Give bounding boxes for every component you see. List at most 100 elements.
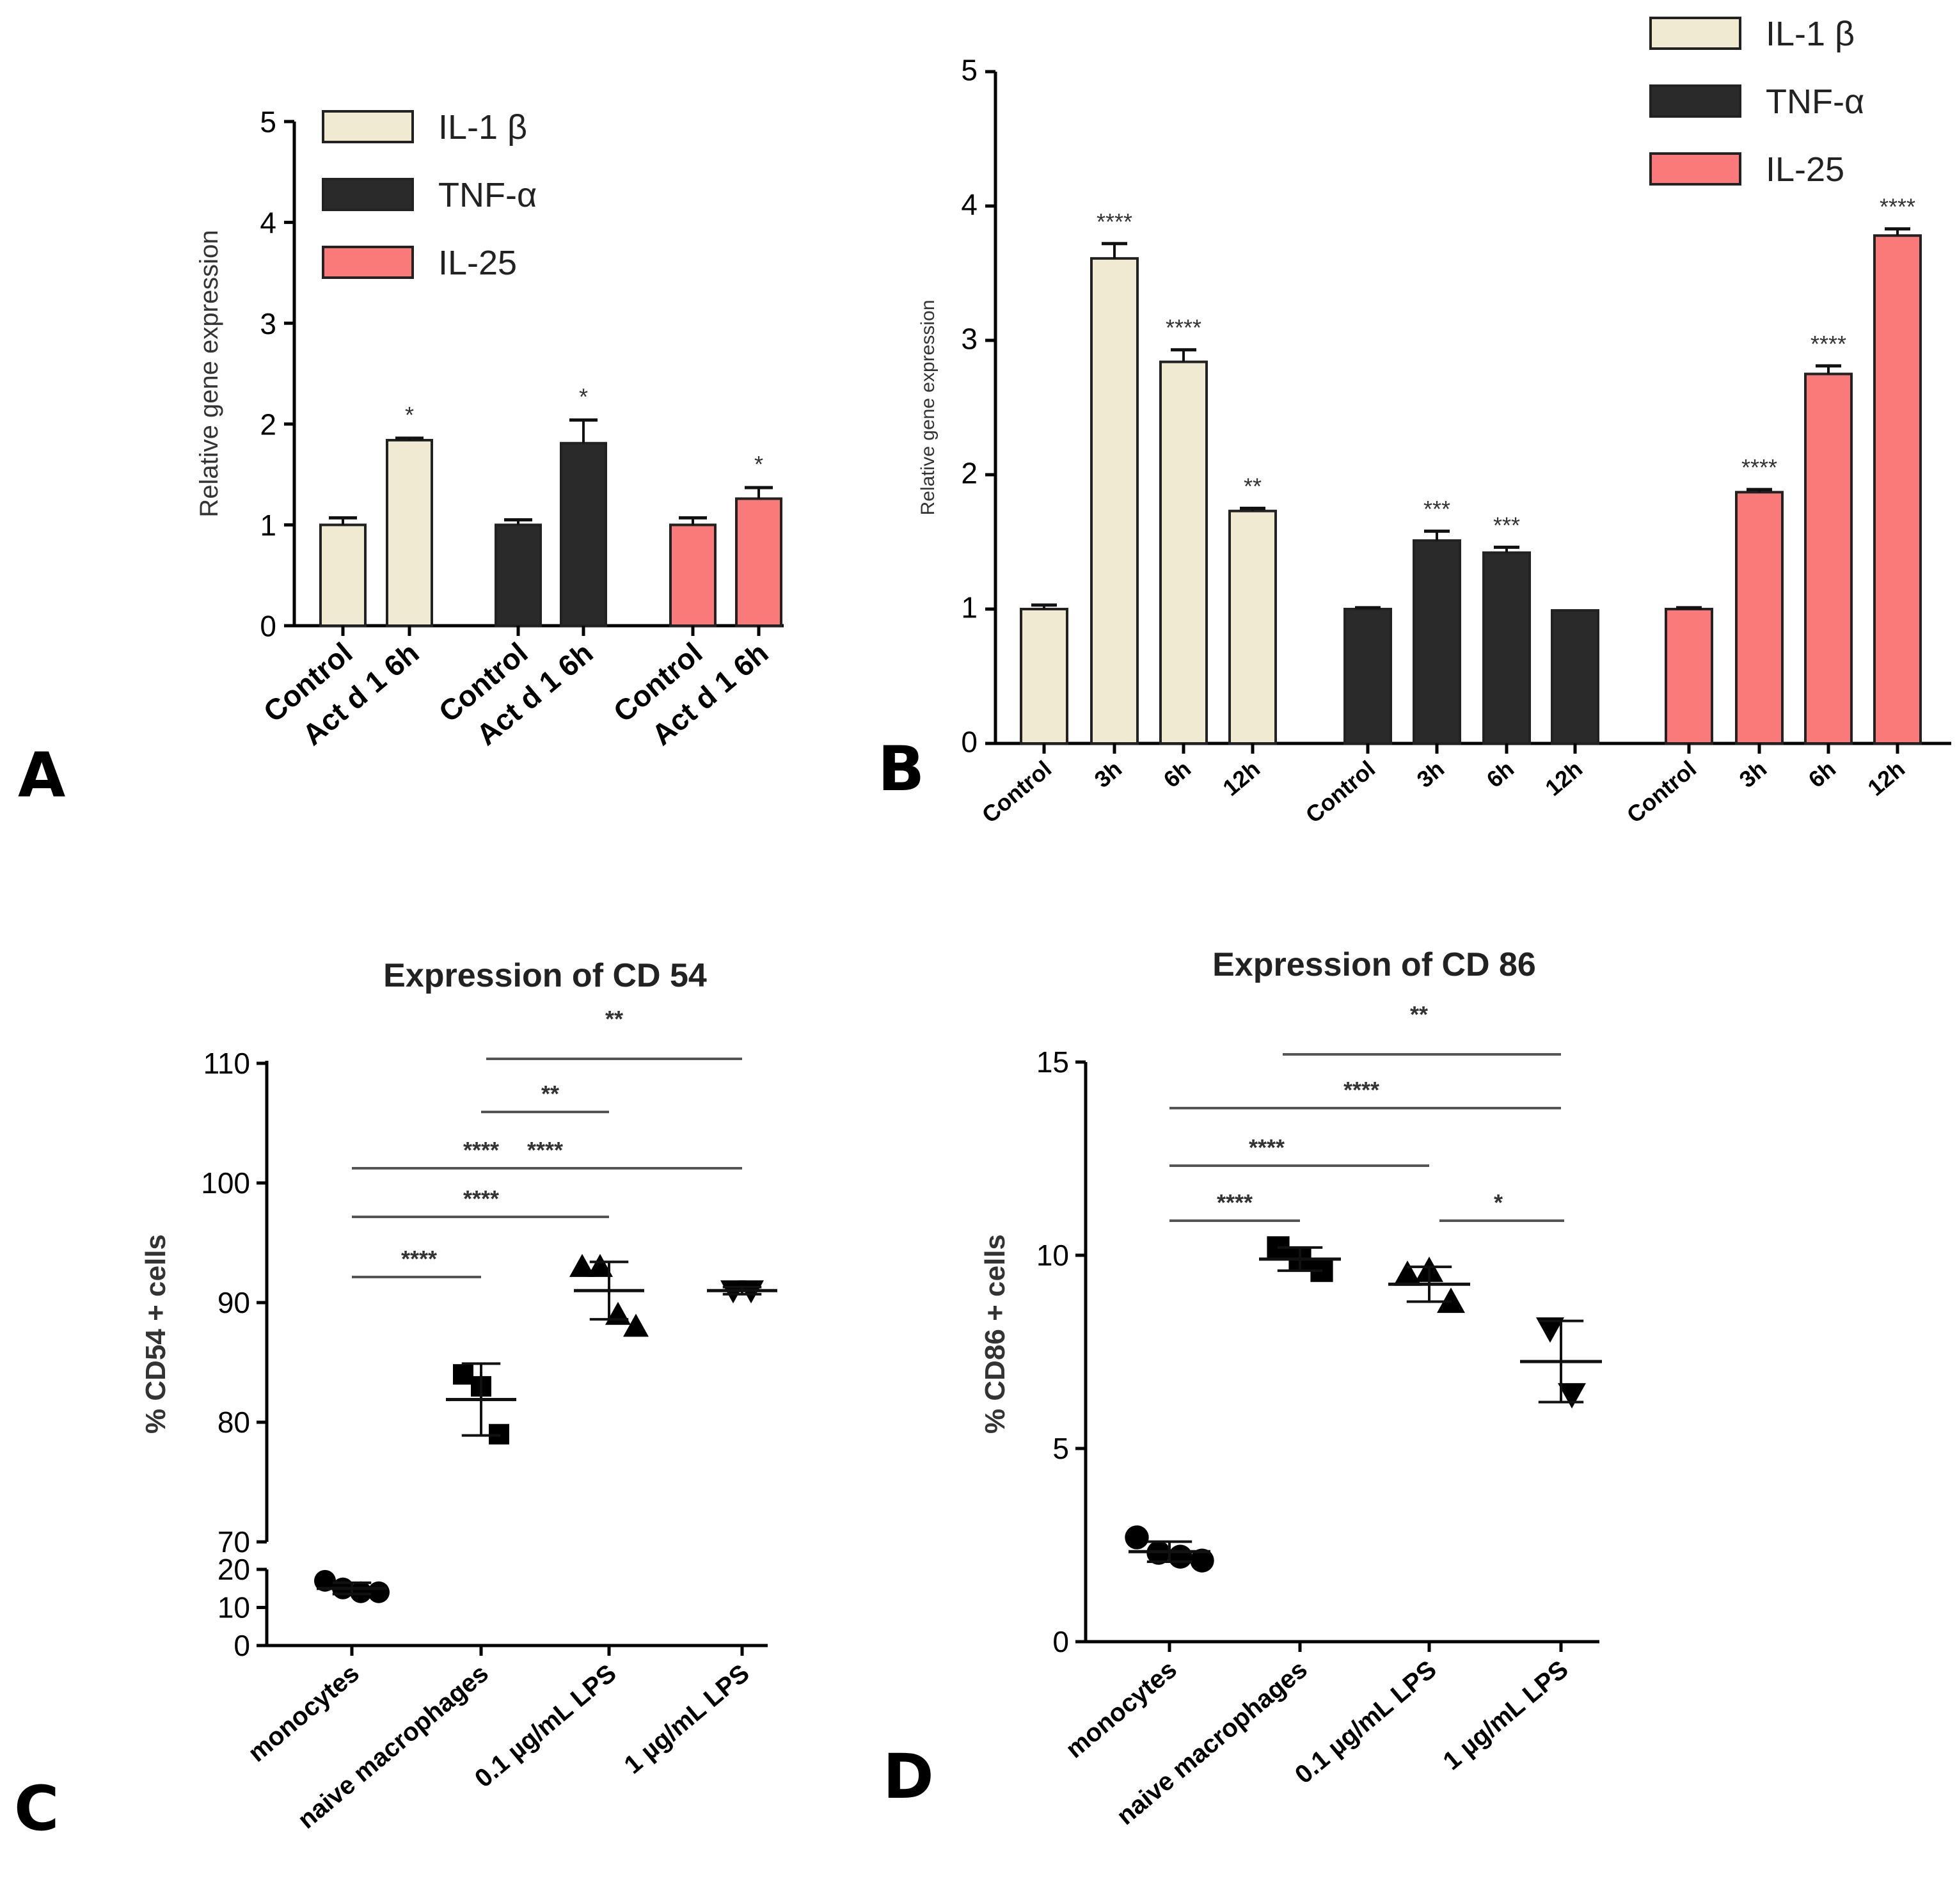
bar — [1159, 360, 1208, 745]
y-tick-label: 3 — [260, 307, 276, 340]
y-tick-label: 0 — [234, 1629, 250, 1662]
x-tick-label: 3h — [1734, 756, 1772, 793]
y-tick-label: 1 — [961, 591, 978, 624]
bar — [319, 523, 367, 628]
panel-label-d: D — [883, 1741, 934, 1813]
bar — [669, 523, 717, 628]
data-point-circle — [1125, 1525, 1149, 1550]
legend-swatch — [322, 178, 414, 211]
x-tick-label: 1 µg/mL LPS — [1438, 1655, 1574, 1775]
x-tick-label: 1 µg/mL LPS — [619, 1659, 755, 1779]
y-tick-label: 1 — [260, 509, 276, 542]
y-axis-label: Relative gene expression — [195, 230, 223, 517]
legend-label: IL-25 — [438, 244, 517, 282]
y-tick-label: 10 — [218, 1591, 250, 1624]
data-point-triangle-up — [587, 1253, 613, 1277]
y-tick-label: 10 — [1036, 1239, 1069, 1272]
data-point-triangle-up — [1437, 1287, 1465, 1313]
x-tick-label: 6h — [1482, 756, 1519, 793]
significance-label: ** — [1410, 1001, 1428, 1027]
significance-label: ** — [1244, 473, 1262, 500]
bar — [1413, 539, 1461, 745]
y-tick-label: 20 — [218, 1553, 250, 1586]
legend-swatch — [322, 246, 414, 279]
panel-label-b: B — [878, 733, 924, 805]
x-tick-label: 6h — [1159, 756, 1196, 793]
x-tick-label: monocytes — [243, 1659, 365, 1767]
x-tick-label: Control — [1301, 756, 1380, 829]
panel-d-scatter-chart: Expression of CD 86 0 5 10 15 % CD86 + cells m… — [979, 946, 1602, 1830]
panel-label-a: A — [18, 740, 65, 811]
legend-swatch — [1649, 152, 1741, 186]
bar — [1020, 608, 1068, 745]
significance-label: ** — [541, 1081, 559, 1107]
chart-title: Expression of CD 54 — [383, 957, 707, 994]
y-tick-label: 2 — [961, 457, 978, 490]
x-tick-label: 12h — [1217, 756, 1265, 801]
bar — [1873, 234, 1922, 745]
y-tick-label: 70 — [218, 1525, 250, 1559]
significance-label: ** — [605, 1006, 623, 1032]
y-tick-label: 90 — [218, 1286, 250, 1319]
legend-swatch — [1649, 17, 1741, 50]
significance-label: **** — [1343, 1077, 1379, 1103]
x-tick-label: Control — [1622, 756, 1701, 829]
significance-label: **** — [1249, 1134, 1285, 1161]
legend-label: TNF-α — [1766, 83, 1864, 121]
bar — [560, 441, 607, 628]
y-tick-label: 5 — [260, 106, 276, 139]
y-tick-label: 2 — [260, 408, 276, 441]
y-axis-label: % CD54 + cells — [140, 1234, 171, 1434]
x-tick-label: Control — [977, 756, 1056, 829]
y-tick-label: 100 — [201, 1166, 250, 1200]
bar — [1228, 509, 1277, 745]
y-tick-label: 80 — [218, 1406, 250, 1439]
panel-label-c: C — [14, 1773, 59, 1844]
significance-label: **** — [527, 1137, 563, 1163]
y-axis-label: % CD86 + cells — [979, 1234, 1011, 1434]
significance-label: * — [405, 402, 414, 428]
significance-label: *** — [1493, 512, 1520, 538]
significance-label: * — [754, 451, 763, 477]
bar — [735, 497, 782, 628]
legend-label: IL-25 — [1766, 150, 1844, 189]
y-tick-label: 0 — [260, 610, 276, 643]
x-tick-label: 3h — [1089, 756, 1127, 793]
legend-swatch — [322, 110, 414, 143]
data-point-circle — [368, 1581, 390, 1603]
bar — [1665, 608, 1713, 745]
bar — [1804, 372, 1853, 745]
data-point-triangle-up — [623, 1313, 649, 1337]
significance-label: * — [1494, 1189, 1503, 1216]
x-tick-label: 3h — [1412, 756, 1450, 793]
significance-label: * — [579, 383, 588, 409]
data-point-circle — [1168, 1544, 1192, 1569]
data-point-circle — [350, 1581, 372, 1603]
legend-label: IL-1 β — [438, 108, 527, 147]
significance-label: **** — [463, 1137, 499, 1163]
significance-label: *** — [1423, 496, 1450, 522]
significance-label: **** — [1217, 1189, 1253, 1216]
significance-label: **** — [1810, 331, 1846, 357]
y-tick-label: 3 — [961, 322, 978, 356]
y-tick-label: 110 — [203, 1047, 250, 1080]
legend-label: IL-1 β — [1766, 15, 1855, 53]
y-tick-label: 0 — [1052, 1625, 1069, 1658]
data-point-triangle-up — [569, 1253, 595, 1277]
y-tick-label: 4 — [260, 206, 276, 239]
x-tick-label: 0.1 µg/mL LPS — [1290, 1655, 1442, 1789]
y-tick-label: 15 — [1036, 1045, 1069, 1079]
significance-label: **** — [1880, 194, 1915, 220]
legend-swatch — [1649, 84, 1741, 118]
significance-label: **** — [1741, 454, 1777, 480]
bar — [1735, 491, 1784, 745]
significance-label: **** — [1097, 209, 1132, 235]
bar — [1343, 608, 1392, 745]
bar — [1090, 257, 1139, 745]
legend-label: TNF-α — [438, 176, 537, 214]
data-point-circle — [314, 1569, 336, 1592]
x-tick-label: 12h — [1862, 756, 1910, 801]
